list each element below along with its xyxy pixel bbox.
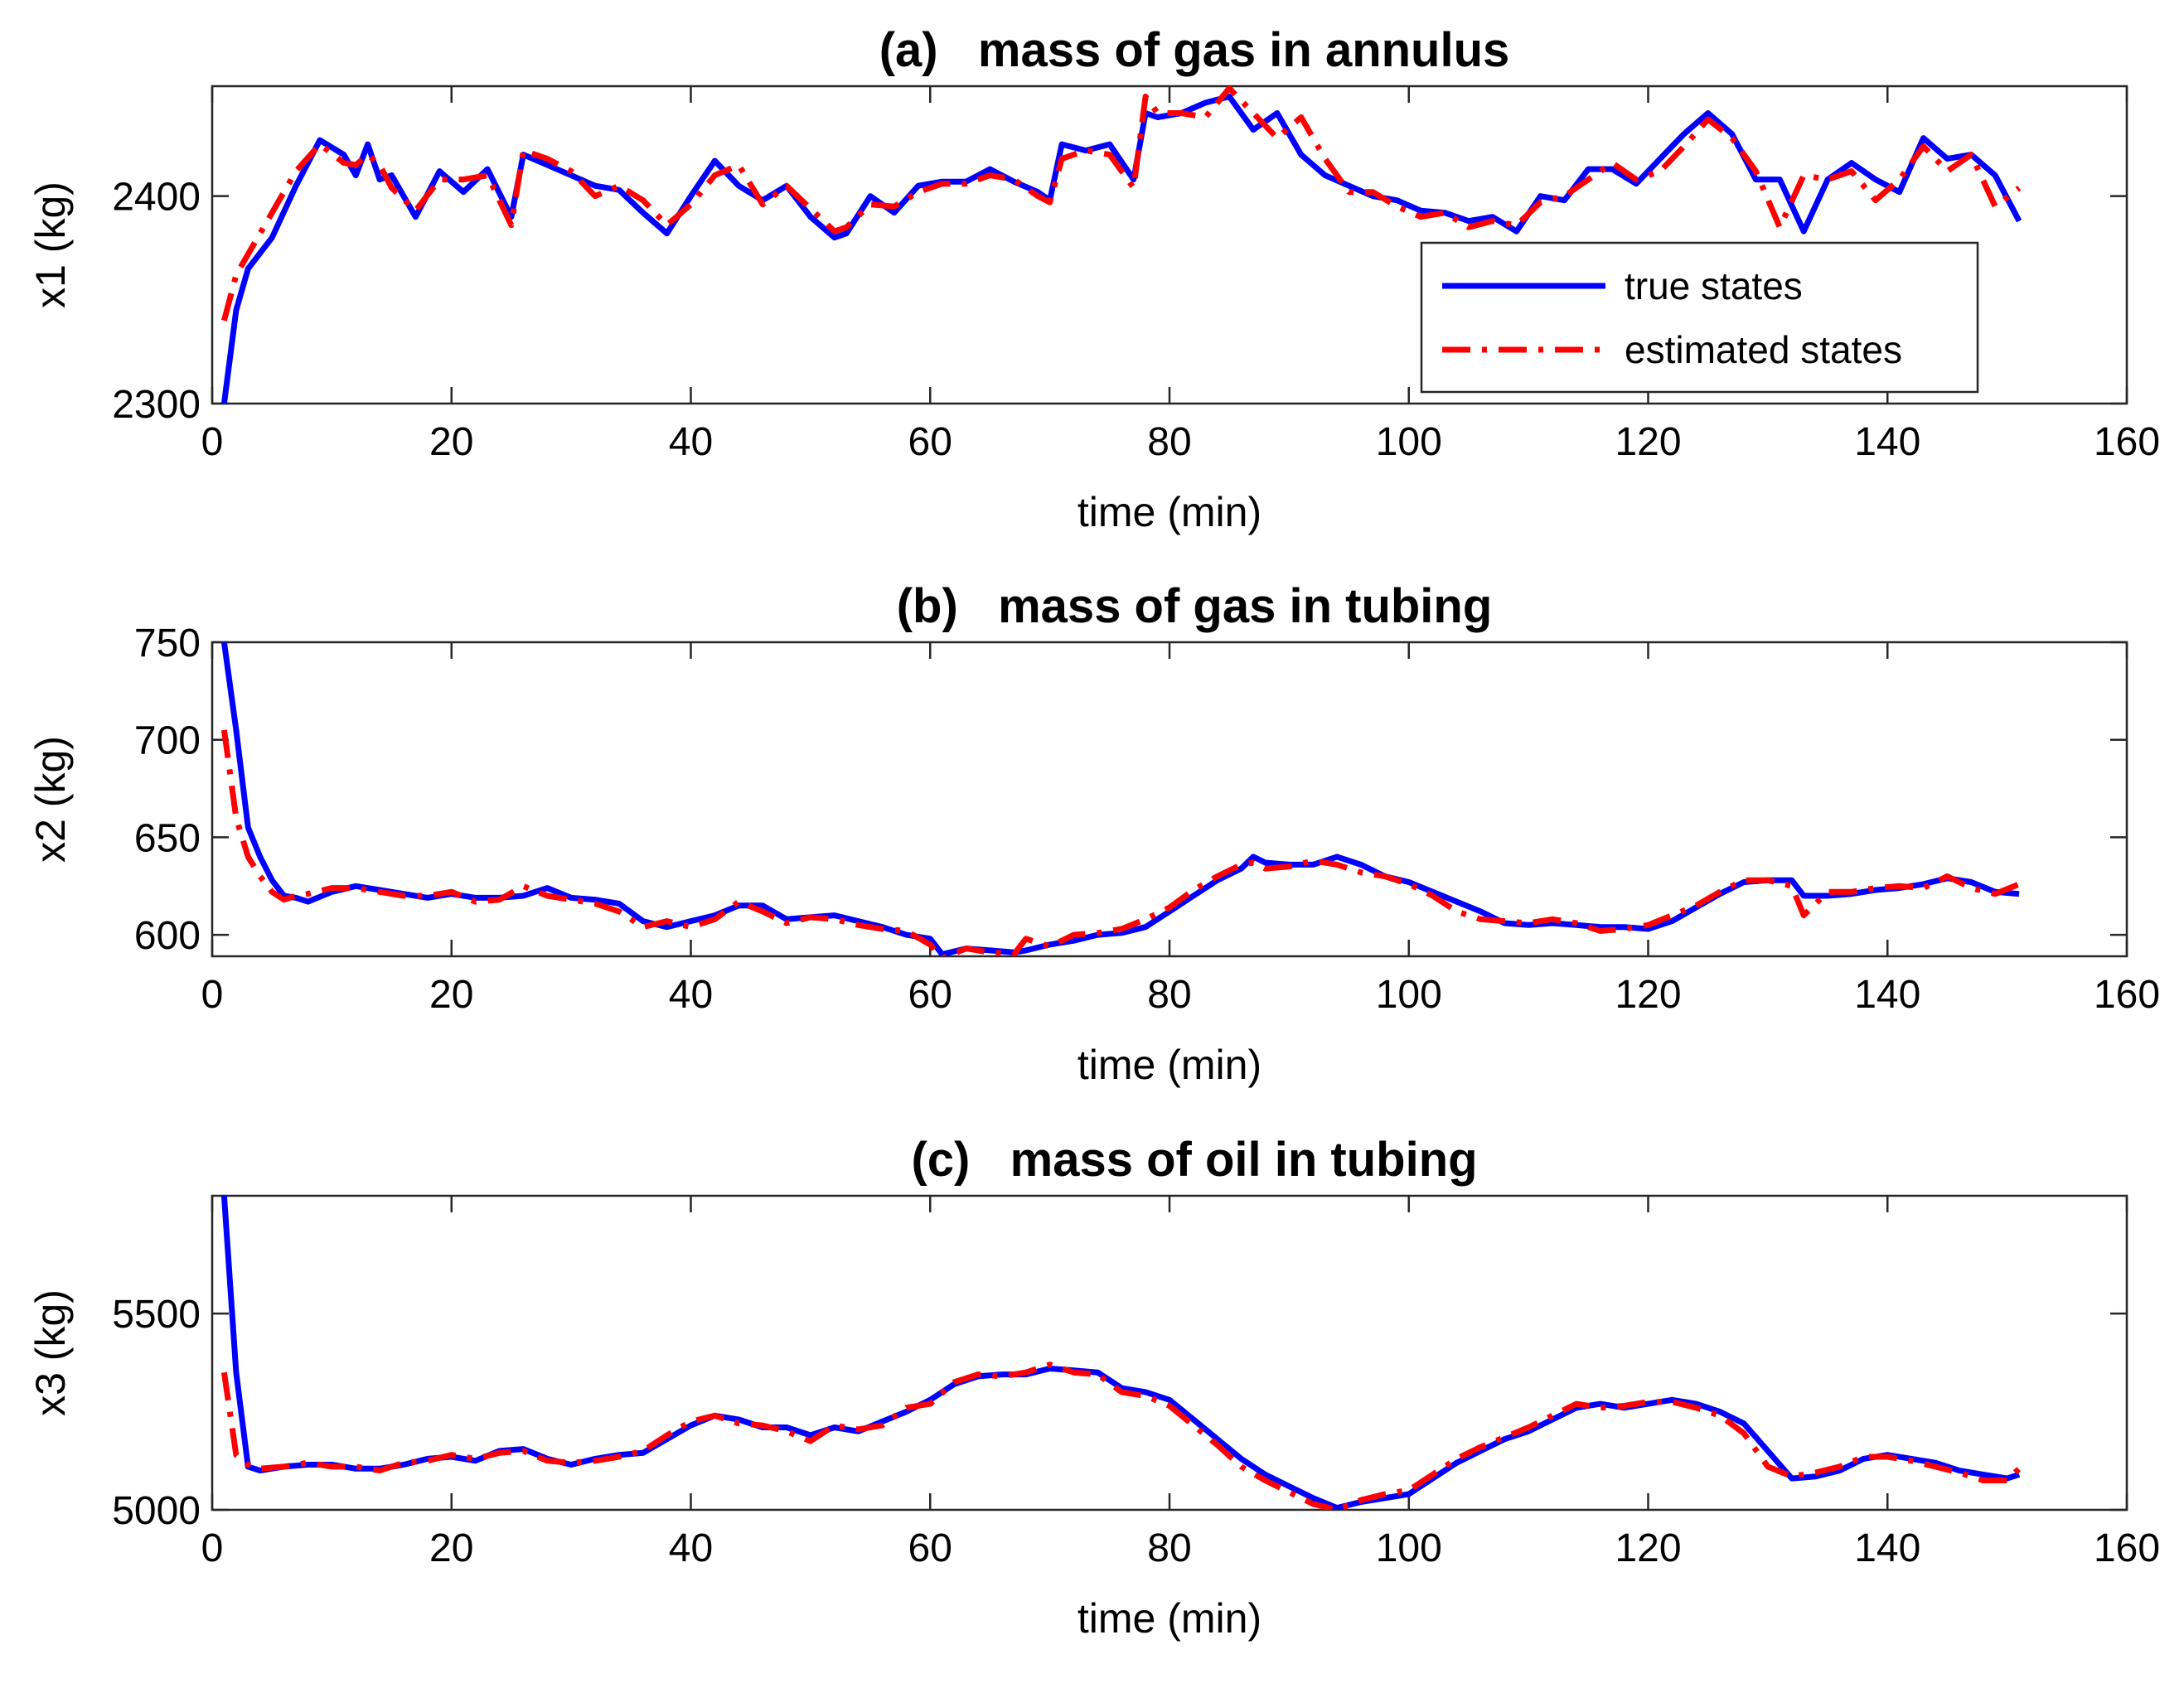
y-tick-label: 650 bbox=[134, 816, 201, 860]
x-tick-label: 0 bbox=[201, 420, 224, 464]
x-tick-label: 140 bbox=[1854, 973, 1920, 1017]
y-axis-label: x2 (kg) bbox=[27, 736, 74, 863]
x-tick-label: 100 bbox=[1376, 420, 1442, 464]
chart-title: (a) mass of gas in annulus bbox=[879, 23, 1510, 77]
x-tick-label: 0 bbox=[201, 1526, 224, 1570]
legend-box bbox=[1420, 241, 1979, 394]
x-tick-label: 140 bbox=[1854, 1526, 1920, 1570]
x-tick-label: 40 bbox=[669, 973, 713, 1017]
y-axis-label: x3 (kg) bbox=[27, 1289, 74, 1416]
x-tick-label: 80 bbox=[1147, 973, 1191, 1017]
y-tick-label: 600 bbox=[134, 914, 201, 958]
x-tick-label: 160 bbox=[2094, 973, 2160, 1017]
panels: 0 20 40 60 80 100 120 140 160 2300 2400 (a) mass of… bbox=[27, 23, 2160, 1642]
x-tick-label: 160 bbox=[2094, 420, 2160, 464]
x-tick-label: 60 bbox=[908, 420, 952, 464]
x-tick-label: 80 bbox=[1147, 1526, 1191, 1570]
x-tick-label: 0 bbox=[201, 973, 224, 1017]
series-group bbox=[220, 642, 2021, 956]
series-group bbox=[220, 1196, 2022, 1510]
y-tick-label: 750 bbox=[134, 622, 201, 665]
series-line-estimated-states bbox=[220, 729, 2021, 956]
x-tick-label: 100 bbox=[1376, 1526, 1442, 1570]
x-tick-label: 20 bbox=[429, 1526, 473, 1570]
x-tick-label: 120 bbox=[1615, 973, 1681, 1017]
y-tick-label: 700 bbox=[134, 719, 201, 763]
panel-b: 0 20 40 60 80 100 120 140 160 600 650 700 750 (b) mas… bbox=[27, 579, 2160, 1088]
x-axis-label: time (min) bbox=[1077, 1595, 1261, 1642]
x-tick-label: 80 bbox=[1147, 420, 1191, 464]
panel-c: 0 20 40 60 80 100 120 140 160 5000 5500 (c) mass of… bbox=[27, 1133, 2160, 1642]
chart-title: (c) mass of oil in tubing bbox=[911, 1133, 1477, 1187]
x-tick-label: 60 bbox=[908, 973, 952, 1017]
x-tick-label: 120 bbox=[1615, 420, 1681, 464]
x-tick-label: 20 bbox=[429, 973, 473, 1017]
x-tick-label: 40 bbox=[669, 420, 713, 464]
chart-title: (b) mass of gas in tubing bbox=[897, 579, 1493, 633]
y-axis-label: x1 (kg) bbox=[27, 181, 74, 308]
x-axis-label: time (min) bbox=[1077, 1042, 1261, 1088]
y-tick-label: 2400 bbox=[112, 176, 201, 220]
series-group bbox=[220, 86, 2022, 404]
panel-a: 0 20 40 60 80 100 120 140 160 2300 2400 (a) mass of… bbox=[27, 23, 2160, 535]
legend: true states estimated states bbox=[1420, 241, 1979, 394]
x-tick-label: 160 bbox=[2094, 1526, 2160, 1570]
y-tick-label: 5000 bbox=[112, 1489, 201, 1533]
x-tick-label: 120 bbox=[1615, 1526, 1681, 1570]
series-line-estimated-states bbox=[221, 86, 2022, 322]
x-axis-label: time (min) bbox=[1077, 489, 1261, 535]
y-tick-label: 2300 bbox=[112, 383, 201, 427]
legend-label: estimated states bbox=[1625, 328, 1902, 371]
legend-label: true states bbox=[1625, 264, 1803, 307]
x-tick-label: 100 bbox=[1376, 973, 1442, 1017]
x-tick-label: 60 bbox=[908, 1526, 952, 1570]
x-tick-label: 20 bbox=[429, 420, 473, 464]
series-line-true-states bbox=[220, 94, 2022, 404]
series-line-estimated-states bbox=[220, 1362, 2022, 1510]
x-tick-label: 40 bbox=[669, 1526, 713, 1570]
x-tick-label: 140 bbox=[1854, 420, 1920, 464]
y-tick-label: 5500 bbox=[112, 1293, 201, 1337]
